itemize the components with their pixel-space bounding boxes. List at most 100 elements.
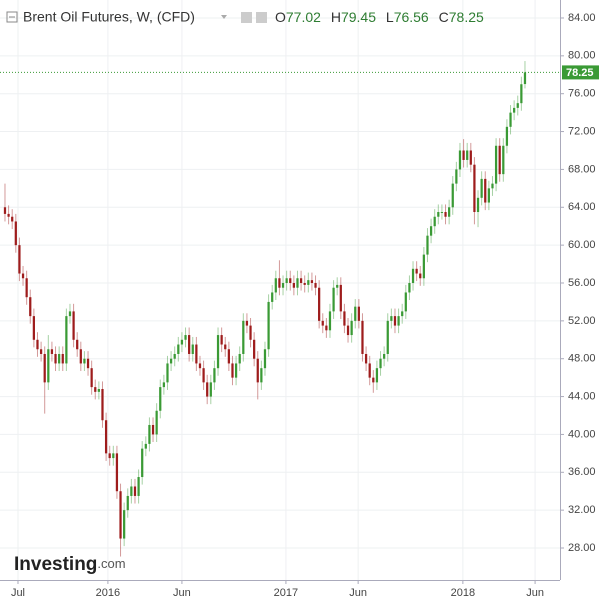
candle-body: [498, 145, 501, 175]
dropdown-arrow[interactable]: [221, 15, 227, 19]
candle-body: [43, 353, 46, 383]
y-tick-label: 44.00: [568, 390, 596, 402]
candle-body: [411, 268, 415, 283]
candle-body: [415, 268, 418, 274]
candle-body: [480, 178, 483, 198]
y-tick-label: 68.00: [568, 163, 596, 175]
candle-body: [202, 368, 205, 383]
candle-body: [191, 344, 194, 354]
candle-body: [180, 339, 184, 345]
candle-body: [455, 169, 458, 184]
y-tick-label: 60.00: [568, 239, 596, 251]
candle-body: [188, 335, 191, 354]
candle-body: [159, 387, 162, 411]
header: Brent Oil Futures, W, (CFD) O77.02 H79.4…: [6, 9, 484, 25]
y-tick-label: 72.00: [568, 125, 596, 137]
candle-body: [11, 216, 14, 222]
candle-body: [372, 377, 375, 383]
candle-body: [289, 278, 292, 283]
candle-body: [448, 207, 451, 217]
candle-body: [354, 306, 357, 321]
candle-body: [404, 292, 407, 312]
close-icon[interactable]: [256, 12, 267, 23]
candle-body: [429, 226, 433, 236]
candle-body: [513, 107, 516, 113]
candle-body: [386, 320, 389, 354]
candle-body: [466, 150, 469, 160]
candle-body: [383, 353, 386, 359]
candle-body: [123, 510, 126, 539]
y-tick-label: 84.00: [568, 12, 596, 24]
candle-body: [68, 311, 72, 317]
y-tick-label: 32.00: [568, 504, 596, 516]
candle-body: [361, 320, 364, 354]
ohlc-value: 79.45: [341, 9, 376, 25]
candle-body: [375, 368, 379, 383]
candle-body: [32, 316, 35, 340]
candle-body: [491, 183, 494, 189]
chart-title: Brent Oil Futures, W, (CFD): [23, 9, 195, 25]
candle-body: [97, 389, 100, 392]
y-tick-label: 80.00: [568, 50, 596, 62]
candle-body: [325, 325, 328, 331]
candle-body: [47, 349, 50, 383]
candle-body: [119, 491, 122, 539]
brand-suffix: .com: [97, 556, 125, 571]
y-tick-label: 52.00: [568, 315, 596, 327]
candle-body: [253, 339, 256, 359]
x-tick-label: 2016: [96, 587, 120, 599]
last-price-tag: [562, 65, 599, 80]
candle-body: [115, 453, 119, 492]
candle-body: [437, 212, 440, 217]
brand-logo: Investing.com: [14, 554, 126, 575]
candle-body: [440, 212, 444, 214]
candle-body: [72, 311, 75, 340]
candle-body: [310, 280, 314, 283]
brand-name: Investing: [14, 554, 97, 575]
candle-body: [242, 320, 245, 354]
candle-body: [260, 368, 263, 383]
settings-icon[interactable]: [241, 12, 252, 23]
candle-body: [104, 420, 108, 454]
candle-body: [101, 389, 104, 421]
candle-body: [94, 387, 97, 392]
candle-body: [162, 382, 165, 388]
candle-body: [433, 216, 436, 227]
ohlc-value: 78.25: [449, 9, 484, 25]
candle-body: [169, 358, 173, 364]
candle-body: [321, 320, 324, 326]
x-tick-label: 2017: [274, 587, 298, 599]
y-tick-label: 28.00: [568, 542, 596, 554]
grid-layer: [0, 0, 560, 580]
candle-body: [281, 282, 285, 288]
candle-body: [263, 349, 267, 369]
candle-body: [58, 353, 61, 364]
y-tick-label: 64.00: [568, 201, 596, 213]
candle-body: [469, 150, 472, 165]
candle-body: [209, 382, 212, 397]
candle-body: [307, 280, 310, 285]
candle-body: [346, 325, 350, 336]
candle-body: [364, 353, 368, 364]
candle-body: [90, 368, 93, 388]
candle-body: [505, 126, 509, 146]
candle-body: [379, 358, 382, 369]
candle-body: [271, 292, 274, 302]
collapse-icon[interactable]: [6, 11, 18, 23]
candle-body: [137, 477, 140, 496]
ohlc-value: 76.56: [394, 9, 429, 25]
candle-body: [112, 453, 115, 459]
candle-body: [332, 287, 335, 312]
x-tick-label: Jun: [349, 587, 367, 599]
candle-body: [285, 278, 288, 283]
candle-body: [7, 213, 10, 217]
candle-body: [451, 183, 454, 208]
candle-body: [65, 316, 68, 364]
candle-body: [267, 301, 270, 350]
ohlc-label: C: [439, 9, 449, 25]
candle-body: [18, 245, 21, 274]
candle-body: [198, 363, 202, 369]
candle-body: [76, 339, 79, 350]
x-tick-label: Jul: [11, 587, 25, 599]
candle-body: [314, 282, 317, 288]
